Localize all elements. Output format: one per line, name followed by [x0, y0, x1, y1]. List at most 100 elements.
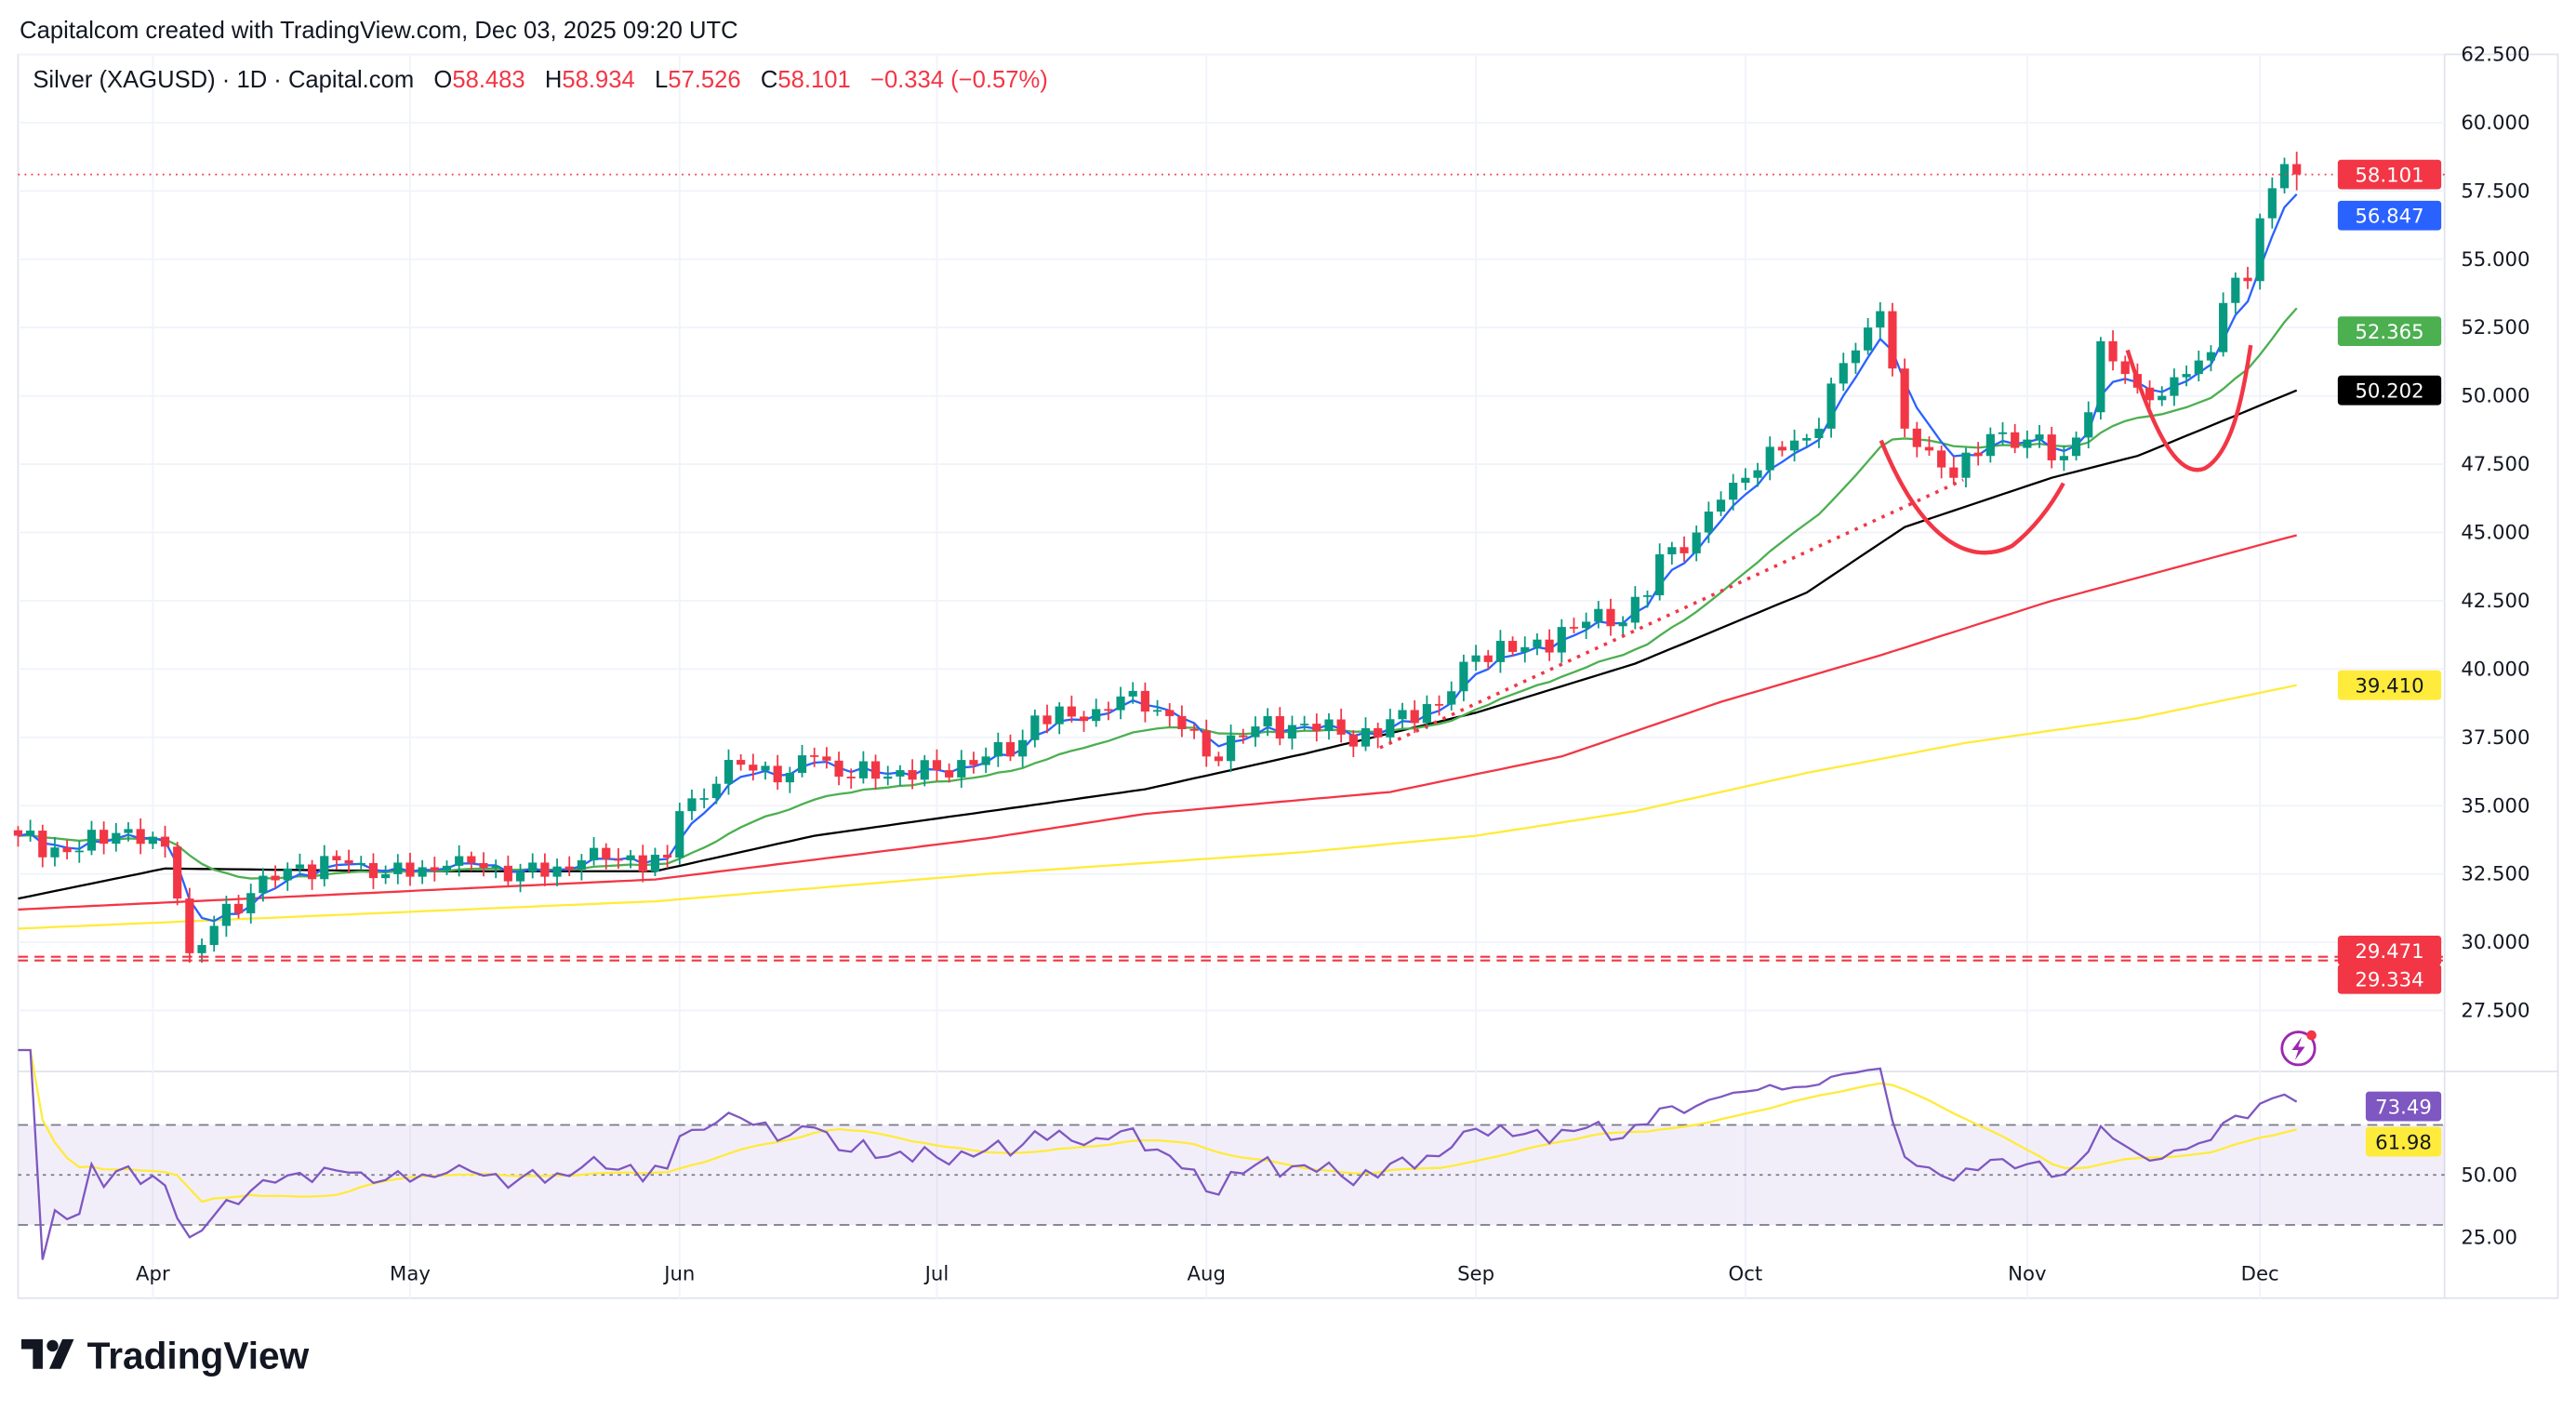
candle-body	[638, 855, 647, 872]
candle-body	[1067, 706, 1076, 717]
candle-body	[393, 862, 403, 874]
candle-body	[185, 898, 194, 953]
candle-body	[749, 765, 758, 771]
time-tick-label: Jun	[662, 1261, 695, 1284]
cup-curve-2[interactable]	[2125, 344, 2253, 472]
candle-body	[1422, 703, 1431, 724]
candle-body	[1227, 735, 1236, 762]
candle-body	[2011, 432, 2020, 448]
candle-body	[1140, 690, 1149, 712]
price-tick-label: 37.500	[2461, 725, 2530, 749]
candle-body	[981, 756, 990, 765]
trendline-dotted[interactable]	[1379, 478, 1964, 750]
time-tick-label: Oct	[1729, 1261, 1763, 1284]
time-tick-label: Jul	[923, 1261, 949, 1284]
candle-body	[1729, 483, 1738, 500]
price-tag: 56.847	[2355, 205, 2423, 228]
candle-body	[1189, 728, 1199, 731]
candle-body	[1483, 655, 1493, 662]
candle-body	[870, 761, 881, 779]
candle-body	[1079, 716, 1089, 722]
close-value: 58.101	[777, 67, 850, 93]
price-tick-label: 60.000	[2461, 111, 2530, 134]
candle-body	[846, 777, 856, 778]
candle-body	[1386, 719, 1395, 738]
price-tag: 50.202	[2355, 379, 2423, 403]
price-tick-label: 30.000	[2461, 930, 2530, 953]
candle-body	[209, 925, 219, 946]
cup-curve-1[interactable]	[1879, 439, 2065, 555]
candle-body	[2035, 434, 2044, 440]
candle-body	[724, 760, 734, 784]
candle-body	[552, 866, 562, 877]
candle-body	[993, 741, 1003, 757]
candle-body	[1348, 734, 1358, 747]
alert-lightning-icon[interactable]	[2280, 1030, 2317, 1067]
candle-body	[1300, 724, 1309, 725]
price-tag-bg	[2337, 316, 2442, 347]
candle-body	[1275, 716, 1284, 739]
candle-body	[2219, 302, 2228, 352]
moving-averages	[18, 193, 2298, 930]
annotations[interactable]	[1379, 344, 2253, 750]
candle-body	[1545, 639, 1554, 653]
candle-body	[908, 770, 917, 780]
candle-body	[50, 847, 60, 858]
candle-body	[221, 903, 231, 926]
candle-body	[711, 783, 721, 799]
candle-body	[308, 864, 317, 880]
candle-body	[2096, 340, 2105, 413]
candle-body	[295, 864, 305, 869]
candle-body	[1961, 452, 1971, 478]
candle-body	[124, 829, 133, 833]
symbol-label: Silver (XAGUSD) · 1D · Capital.com	[33, 67, 414, 93]
candle-body	[1839, 363, 1848, 384]
candle-body	[442, 865, 452, 871]
candle-body	[26, 831, 35, 836]
ma-50-line	[18, 389, 2298, 900]
candle-body	[86, 830, 97, 851]
price-tag: 29.471	[2355, 939, 2423, 963]
candle-body	[773, 765, 782, 783]
candle-body	[1888, 311, 1897, 369]
candle-body	[797, 755, 807, 773]
candle-body	[1998, 432, 2008, 434]
candle-body	[589, 847, 599, 860]
candle-body	[2071, 437, 2081, 457]
candle-body	[1826, 383, 1836, 429]
candle-body	[1912, 428, 1921, 447]
price-tag-bg	[2337, 936, 2442, 965]
tradingview-logo[interactable]: TradingView	[20, 1335, 310, 1377]
candle-body	[883, 776, 893, 779]
price-tick-label: 50.000	[2461, 384, 2530, 407]
price-axis[interactable]: 62.500 60.000 57.500 55.000 52.500 50.000 47.5…	[2461, 42, 2530, 1248]
price-tick-label: 27.500	[2461, 999, 2530, 1022]
horizontal-lines[interactable]	[18, 173, 2445, 962]
candle-body	[1177, 715, 1187, 729]
candle-body	[1949, 467, 1959, 478]
candle-body	[430, 867, 439, 871]
candle-body	[675, 811, 684, 858]
candle-body	[233, 903, 244, 913]
candle-body	[2084, 412, 2093, 438]
candle-body	[1864, 327, 1873, 351]
candle-body	[577, 859, 587, 870]
rsi-ma-tag: 61.98	[2375, 1130, 2432, 1153]
rsi-ma-line	[18, 1048, 2297, 1204]
tradingview-logo-text: TradingView	[87, 1335, 310, 1377]
open-value: 58.483	[452, 67, 524, 93]
candle-body	[1973, 452, 1983, 457]
candle-body	[1471, 655, 1481, 662]
candle-body	[1520, 646, 1530, 652]
candle-body	[1018, 739, 1028, 757]
high-value: 58.934	[562, 67, 634, 93]
candle-body	[1030, 715, 1040, 740]
price-tag: 52.365	[2355, 320, 2423, 343]
price-tag-bg	[2337, 670, 2442, 700]
time-axis[interactable]: Apr May Jun Jul Aug Sep Oct Nov Dec	[136, 1261, 2279, 1284]
rsi-value-tag-bg	[2365, 1091, 2442, 1122]
candle-body	[528, 862, 538, 872]
candle-body	[1642, 595, 1653, 597]
candle-body	[969, 760, 978, 765]
